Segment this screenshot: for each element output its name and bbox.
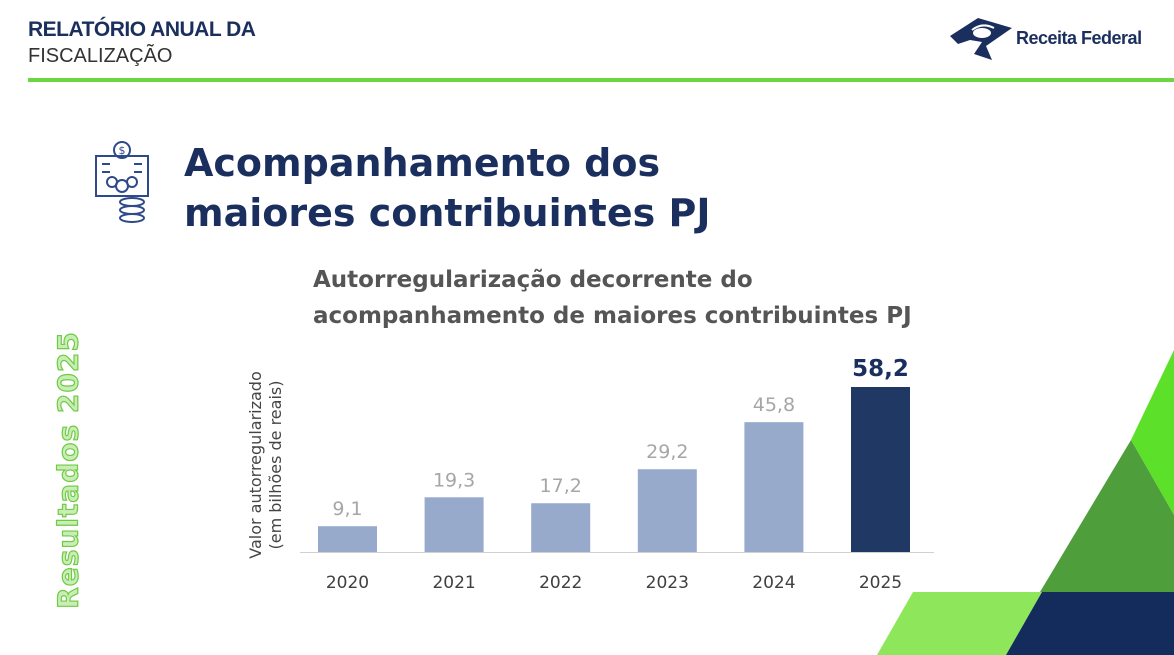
data-label-2021: 19,3 xyxy=(433,469,475,491)
x-tick-label: 2022 xyxy=(539,573,582,593)
chart-title: Autorregularização decorrente do acompan… xyxy=(313,262,912,334)
bar-2022 xyxy=(531,503,591,552)
bar-2021 xyxy=(424,497,484,552)
bar-2025 xyxy=(851,387,910,552)
bar-2024 xyxy=(744,422,804,552)
page-title-line1: Acompanhamento dos xyxy=(184,141,661,185)
data-label-2025: 58,2 xyxy=(852,356,909,382)
x-tick-label: 2025 xyxy=(859,573,902,593)
report-title: RELATÓRIO ANUAL DA xyxy=(28,18,256,41)
chart-title-line1: Autorregularização decorrente do xyxy=(313,267,753,293)
logo-text: Receita Federal xyxy=(1016,27,1142,48)
page-title-line2: maiores contribuintes PJ xyxy=(184,191,711,235)
x-tick-label: 2024 xyxy=(752,573,795,593)
receita-logo-icon xyxy=(950,18,1012,60)
x-tick-label: 2020 xyxy=(326,573,369,593)
report-subtitle: FISCALIZAÇÃO xyxy=(28,45,173,67)
data-label-2020: 9,1 xyxy=(332,498,362,520)
x-tick-label: 2023 xyxy=(646,573,689,593)
header-divider xyxy=(28,78,1174,82)
receita-federal-logo: Receita Federal xyxy=(948,14,1142,62)
building-people-coins-icon: $ xyxy=(95,141,149,223)
bar-2023 xyxy=(637,469,697,552)
data-label-2023: 29,2 xyxy=(646,441,688,463)
chart-title-line2: acompanhamento de maiores contribuintes … xyxy=(313,303,912,329)
svg-text:$: $ xyxy=(119,144,126,157)
data-label-2024: 45,8 xyxy=(753,394,795,416)
page-title: Acompanhamento dos maiores contribuintes… xyxy=(184,138,710,238)
x-tick-label: 2021 xyxy=(432,573,475,593)
bar-2020 xyxy=(318,526,377,552)
data-label-2022: 17,2 xyxy=(540,475,582,497)
